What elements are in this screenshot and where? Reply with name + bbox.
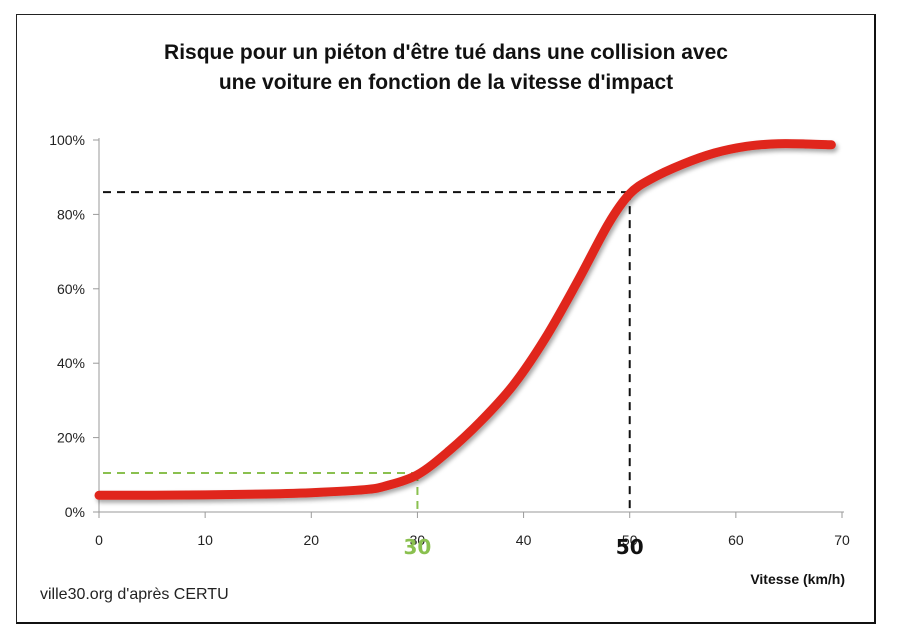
y-tick-label: 100% xyxy=(49,132,85,148)
chart-title: Risque pour un piéton d'être tué dans un… xyxy=(16,38,876,98)
axis-labels: Vitesse (km/h) xyxy=(750,571,845,587)
x-tick-label: 40 xyxy=(516,532,532,548)
y-tick-label: 80% xyxy=(57,206,85,222)
source-credit: ville30.org d'après CERTU xyxy=(40,586,229,603)
y-tick-label: 0% xyxy=(65,504,85,520)
x-tick-label: 60 xyxy=(728,532,744,548)
y-tick-label: 60% xyxy=(57,281,85,297)
guide-lines: 30 50 xyxy=(103,191,644,559)
x-tick-label: 0 xyxy=(95,532,103,548)
x-tick-label: 30 xyxy=(410,532,426,548)
x-tick-label: 10 xyxy=(197,532,213,548)
x-axis-label: Vitesse (km/h) xyxy=(750,571,845,587)
chart-frame xyxy=(16,14,876,624)
x-tick-label: 50 xyxy=(622,532,638,548)
series-line-0 xyxy=(94,139,836,500)
y-tick-label: 20% xyxy=(57,430,85,446)
highlight-label-30: 30 xyxy=(404,535,432,559)
chart-title-line-2: une voiture en fonction de la vitesse d'… xyxy=(218,71,674,94)
y-tick-label: 40% xyxy=(57,355,85,371)
highlight-label-50: 50 xyxy=(616,535,644,559)
chart-title-line-1: Risque pour un piéton d'être tué dans un… xyxy=(164,41,728,64)
axes: 0% 20% 40% 60% 80% 100% 0 10 20 30 40 50 60 70 xyxy=(49,132,850,548)
x-tick-label: 20 xyxy=(303,532,319,548)
x-tick-label: 70 xyxy=(834,532,850,548)
series-layer xyxy=(94,139,836,500)
